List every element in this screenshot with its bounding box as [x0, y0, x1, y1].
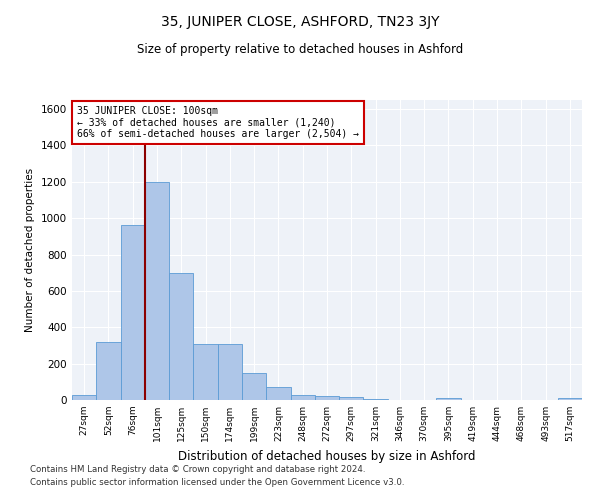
- Text: Size of property relative to detached houses in Ashford: Size of property relative to detached ho…: [137, 42, 463, 56]
- Bar: [193, 344, 218, 400]
- Bar: [96, 342, 121, 400]
- Bar: [339, 398, 364, 400]
- Bar: [290, 394, 315, 400]
- Bar: [315, 396, 339, 400]
- Bar: [121, 226, 145, 400]
- Bar: [558, 398, 582, 400]
- Bar: [218, 344, 242, 400]
- Bar: [364, 399, 388, 400]
- Bar: [72, 394, 96, 400]
- Bar: [145, 182, 169, 400]
- Bar: [169, 272, 193, 400]
- Text: Contains public sector information licensed under the Open Government Licence v3: Contains public sector information licen…: [30, 478, 404, 487]
- Bar: [266, 388, 290, 400]
- Y-axis label: Number of detached properties: Number of detached properties: [25, 168, 35, 332]
- Text: 35 JUNIPER CLOSE: 100sqm
← 33% of detached houses are smaller (1,240)
66% of sem: 35 JUNIPER CLOSE: 100sqm ← 33% of detach…: [77, 106, 359, 139]
- Bar: [242, 372, 266, 400]
- X-axis label: Distribution of detached houses by size in Ashford: Distribution of detached houses by size …: [178, 450, 476, 462]
- Text: 35, JUNIPER CLOSE, ASHFORD, TN23 3JY: 35, JUNIPER CLOSE, ASHFORD, TN23 3JY: [161, 15, 439, 29]
- Bar: [436, 398, 461, 400]
- Text: Contains HM Land Registry data © Crown copyright and database right 2024.: Contains HM Land Registry data © Crown c…: [30, 466, 365, 474]
